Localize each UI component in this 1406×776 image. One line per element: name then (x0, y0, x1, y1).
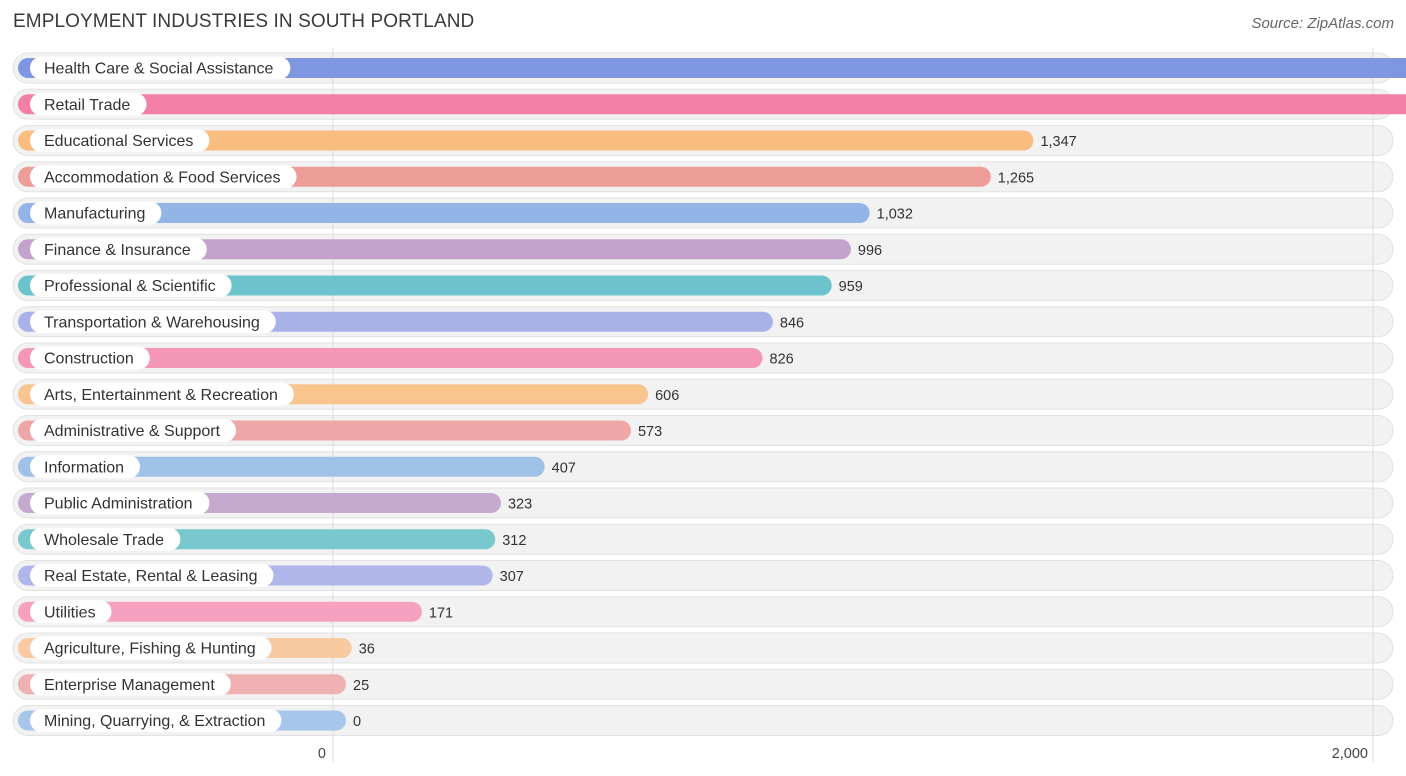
bar-label-pill (30, 564, 274, 587)
bar-label-pill (30, 274, 232, 297)
bar-label-pill (30, 672, 231, 696)
bar-label-pill (30, 491, 210, 515)
bar-label-pill (30, 346, 150, 370)
bar-label: Professional & Scientific (44, 278, 216, 295)
data-label: 846 (780, 315, 804, 331)
data-label: 307 (500, 569, 524, 585)
bar-label: Health Care & Social Assistance (44, 61, 274, 78)
bar-label-pill (30, 709, 282, 732)
bar-label-pill (30, 527, 181, 551)
data-label: 1,032 (877, 207, 913, 223)
bar-label: Public Administration (44, 496, 193, 513)
data-label: 606 (655, 388, 679, 404)
data-label: 0 (353, 714, 361, 730)
bar-label: Accommodation & Food Services (44, 169, 281, 186)
data-label: 996 (858, 243, 882, 259)
bar-label: Information (44, 459, 124, 476)
chart-source: Source: ZipAtlas.com (1251, 15, 1394, 32)
bar-label-pill (30, 636, 272, 660)
bar-label: Real Estate, Rental & Leasing (44, 568, 257, 585)
bar-label-pill (30, 455, 141, 479)
bar-label: Finance & Insurance (44, 242, 191, 259)
bar-label: Wholesale Trade (44, 532, 164, 549)
bar-label: Agriculture, Fishing & Hunting (44, 641, 256, 658)
bar (18, 58, 1406, 78)
row-background (12, 632, 1394, 664)
row-background (12, 668, 1394, 700)
row-background (12, 705, 1394, 736)
bar-label-pill (30, 165, 297, 189)
bar (18, 601, 422, 622)
data-label: 36 (359, 642, 375, 658)
bar-label-pill (30, 382, 294, 406)
x-tick-label: 0 (318, 746, 326, 762)
data-label: 407 (552, 460, 576, 476)
bar-label-pill (30, 56, 291, 80)
bar (18, 456, 545, 477)
bar-label: Utilities (44, 604, 96, 621)
data-label: 1,347 (1040, 134, 1076, 150)
data-label: 573 (638, 424, 662, 440)
bar (18, 130, 1034, 151)
bar-label: Arts, Entertainment & Recreation (44, 387, 278, 404)
data-label: 323 (508, 497, 532, 513)
bar-label-pill (30, 419, 237, 442)
bar-label: Retail Trade (44, 97, 130, 114)
bar-label: Transportation & Warehousing (44, 314, 260, 331)
data-label: 826 (770, 352, 794, 368)
bar-label: Enterprise Management (44, 677, 215, 694)
bar (18, 203, 870, 223)
data-label: 312 (502, 533, 526, 549)
bar (18, 239, 851, 260)
data-label: 959 (839, 279, 863, 295)
bar-label: Educational Services (44, 133, 193, 150)
bar-label-pill (30, 129, 210, 152)
bar-label: Mining, Quarrying, & Extraction (44, 713, 265, 730)
data-label: 25 (353, 678, 369, 694)
bar-label-pill (30, 92, 147, 116)
bar-label: Administrative & Support (44, 423, 221, 440)
x-tick-label: 2,000 (1332, 746, 1368, 762)
bar-label-pill (30, 201, 162, 225)
data-label: 171 (429, 605, 453, 621)
bar (18, 348, 763, 368)
bar-label: Construction (44, 351, 134, 368)
bar-label-pill (30, 310, 276, 334)
bar-label: Manufacturing (44, 206, 145, 223)
bar-label-pill (30, 600, 112, 624)
data-label: 1,265 (998, 170, 1034, 186)
bar-label-pill (30, 237, 207, 261)
chart-title: EMPLOYMENT INDUSTRIES IN SOUTH PORTLAND (13, 11, 475, 32)
bar (18, 94, 1406, 115)
